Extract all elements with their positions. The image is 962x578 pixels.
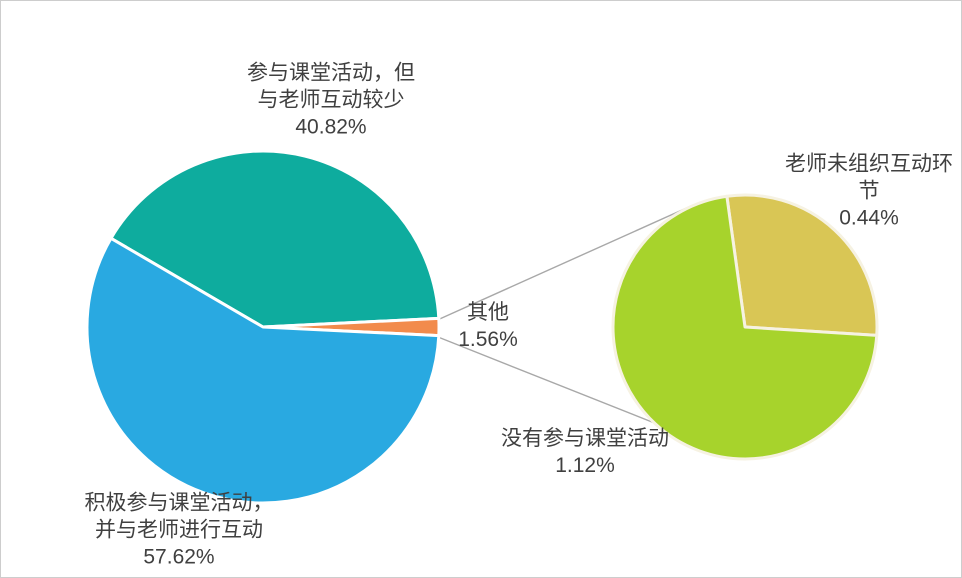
label-value: 40.82% <box>295 115 367 139</box>
main-pie-slice-actively-participate-and-interact <box>85 236 441 505</box>
main-pie <box>85 149 441 505</box>
label-line: 并与老师进行互动 <box>95 518 263 542</box>
secondary-pie-slice-did-not-participate <box>611 194 879 461</box>
secondary-pie-slice-teacher-did-not-organize-interaction <box>725 193 879 337</box>
main-pie-slice-participate-but-less-interaction <box>109 149 441 329</box>
label-secondary-slice-no-interaction-organized: 老师未组织互动环 节 0.44% <box>785 151 953 232</box>
label-line: 参与课堂活动，但 <box>247 61 415 85</box>
label-value: 1.12% <box>555 454 615 477</box>
label-main-slice-other: 其他 1.56% <box>458 299 518 353</box>
label-main-slice-participate-less-interaction: 参与课堂活动，但 与老师互动较少 40.82% <box>247 60 415 141</box>
label-line: 没有参与课堂活动 <box>501 427 669 450</box>
label-line: 其他 <box>466 301 509 324</box>
label-main-slice-actively-participate: 积极参与课堂活动， 并与老师进行互动 57.62% <box>85 490 274 571</box>
label-value: 0.44% <box>839 206 899 230</box>
label-line: 积极参与课堂活动， <box>84 491 274 515</box>
label-value: 57.62% <box>143 545 215 569</box>
secondary-pie <box>611 193 879 461</box>
connector-line-upper <box>438 205 692 321</box>
label-line: 老师未组织互动环 <box>785 152 953 176</box>
label-value: 1.56% <box>458 328 518 351</box>
label-secondary-slice-did-not-participate: 没有参与课堂活动 1.12% <box>501 425 669 479</box>
label-line: 节 <box>858 179 880 203</box>
label-line: 与老师互动较少 <box>257 88 405 112</box>
